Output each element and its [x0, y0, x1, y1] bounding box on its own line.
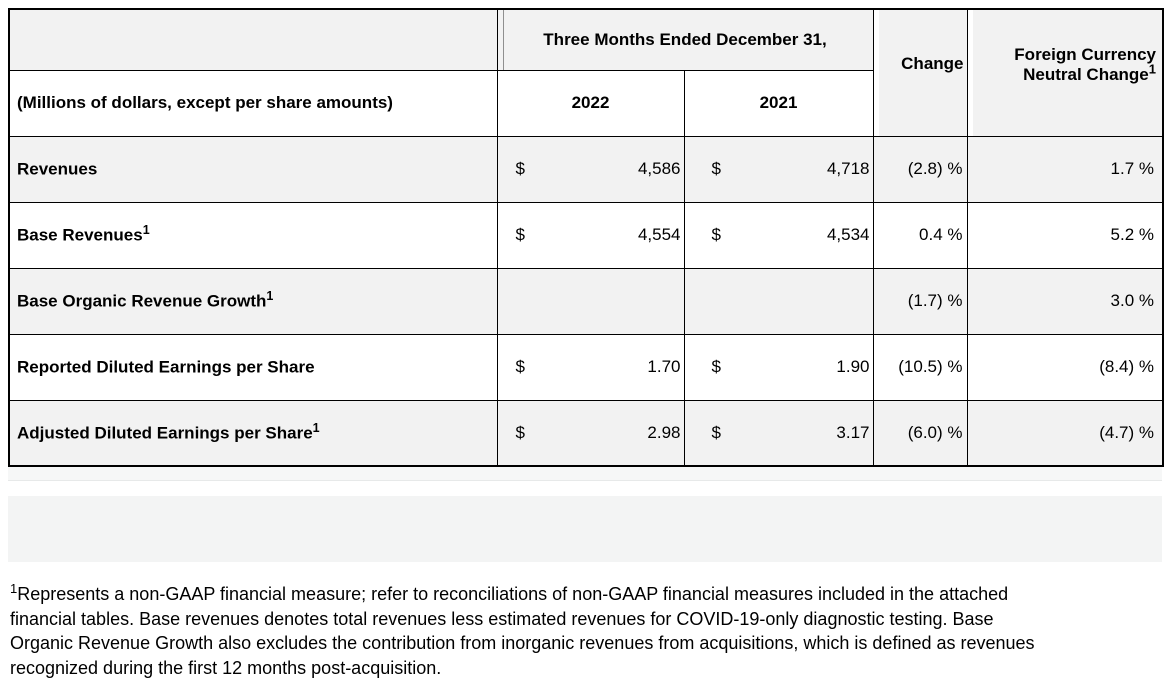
footnote-ref: 1: [266, 289, 274, 304]
table-row-base-organic-growth: Base Organic Revenue Growth1 (1.7) % 3.0…: [8, 267, 1164, 335]
value-2021: 4,718: [826, 158, 870, 178]
header-row-period: Three Months Ended December 31, Change F…: [8, 8, 1164, 137]
value-cell-2021: $3.17: [683, 399, 874, 467]
change-cell: (10.5) %: [872, 333, 968, 401]
value-2021: 3.17: [836, 422, 870, 442]
table-row-base-revenues: Base Revenues1 $4,554 $4,534 0.4 % 5.2 %: [8, 201, 1164, 269]
value-cell-2022: $4,586: [496, 135, 685, 203]
metric-label-cell: Base Organic Revenue Growth1: [8, 267, 498, 335]
footnote: 1Represents a non-GAAP financial measure…: [10, 577, 1162, 680]
value-cell-2021: $4,718: [683, 135, 874, 203]
value-2021: 4,534: [826, 224, 870, 244]
footnote-line: 1Represents a non-GAAP financial measure…: [10, 577, 1162, 607]
fcn-change-cell: (4.7) %: [966, 399, 1164, 467]
header-row-years: (Millions of dollars, except per share a…: [8, 69, 1163, 137]
value-cell-2022: [496, 267, 685, 335]
value-2021: 1.90: [836, 356, 870, 376]
currency-symbol: $: [515, 224, 525, 244]
fcn-header-line2: Neutral Change: [1023, 65, 1149, 85]
fcn-footnote-ref: 1: [1148, 61, 1156, 77]
change-cell: (1.7) %: [872, 267, 968, 335]
spacer-block: [8, 496, 1162, 562]
currency-symbol: $: [515, 422, 525, 442]
value-cell-2021: $1.90: [683, 333, 874, 401]
change-header-label: Change: [901, 53, 964, 73]
corner-cell: [8, 8, 498, 71]
fcn-change-cell: 5.2 %: [966, 201, 1164, 269]
year-2021-header: 2021: [683, 69, 874, 137]
footnote-ref: 1: [312, 421, 320, 436]
currency-symbol: $: [711, 224, 721, 244]
value-cell-2022: $2.98: [496, 399, 685, 467]
table-row-reported-diluted-eps: Reported Diluted Earnings per Share $1.7…: [8, 333, 1164, 401]
table-row-adjusted-diluted-eps: Adjusted Diluted Earnings per Share1 $2.…: [8, 399, 1164, 467]
year-2022-header: 2022: [496, 69, 685, 137]
currency-symbol: $: [515, 158, 525, 178]
change-cell: (2.8) %: [872, 135, 968, 203]
fcn-column-header: Foreign Currency Neutral Change1: [966, 8, 1164, 137]
financial-highlights-table: Three Months Ended December 31, Change F…: [8, 8, 1164, 467]
row-header-note-cell: (Millions of dollars, except per share a…: [8, 69, 498, 137]
fcn-change-cell: (8.4) %: [966, 333, 1164, 401]
metric-label-cell: Reported Diluted Earnings per Share: [8, 333, 498, 401]
fcn-header-line1: Foreign Currency: [1014, 44, 1156, 64]
change-cell: 0.4 %: [872, 201, 968, 269]
fcn-change-cell: 1.7 %: [966, 135, 1164, 203]
value-2022: 4,554: [637, 224, 681, 244]
metric-label-cell: Base Revenues1: [8, 201, 498, 269]
footnote-line: recognized during the first 12 months po…: [10, 657, 442, 678]
footnote-marker: 1: [10, 581, 18, 596]
value-cell-2021: $4,534: [683, 201, 874, 269]
metric-label: Base Organic Revenue Growth: [17, 292, 267, 312]
value-cell-2021: [683, 267, 874, 335]
period-header-label: Three Months Ended December 31,: [543, 29, 827, 49]
page: Three Months Ended December 31, Change F…: [8, 8, 1164, 680]
metric-label-cell: Revenues: [8, 135, 498, 203]
row-header-note: (Millions of dollars, except per share a…: [17, 92, 393, 112]
currency-symbol: $: [711, 158, 721, 178]
footnote-line: Organic Revenue Growth also excludes the…: [10, 633, 1035, 653]
currency-symbol: $: [515, 356, 525, 376]
fcn-header-line2-wrap: Neutral Change1: [968, 61, 1156, 85]
divider-strip: [8, 467, 1162, 481]
currency-symbol: $: [711, 356, 721, 376]
metric-label-cell: Adjusted Diluted Earnings per Share1: [8, 399, 498, 467]
period-header-cell: Three Months Ended December 31,: [496, 8, 874, 71]
change-column-header: Change: [872, 8, 968, 137]
currency-symbol: $: [711, 422, 721, 442]
footnote-line: financial tables. Base revenues denotes …: [10, 608, 994, 629]
footnote-ref: 1: [142, 223, 150, 238]
fcn-change-cell: 3.0 %: [966, 267, 1164, 335]
metric-label: Base Revenues: [17, 226, 143, 246]
metric-label: Revenues: [17, 160, 98, 180]
metric-label: Reported Diluted Earnings per Share: [17, 358, 315, 378]
table-row-revenues: Revenues $4,586 $4,718 (2.8) % 1.7 %: [8, 135, 1164, 203]
value-2022: 1.70: [647, 356, 681, 376]
footnote-text: Represents a non-GAAP financial measure;…: [17, 584, 1009, 604]
value-cell-2022: $4,554: [496, 201, 685, 269]
value-cell-2022: $1.70: [496, 333, 685, 401]
change-cell: (6.0) %: [872, 399, 968, 467]
metric-label: Adjusted Diluted Earnings per Share: [17, 423, 313, 443]
value-2022: 2.98: [647, 422, 681, 442]
value-2022: 4,586: [637, 158, 681, 178]
